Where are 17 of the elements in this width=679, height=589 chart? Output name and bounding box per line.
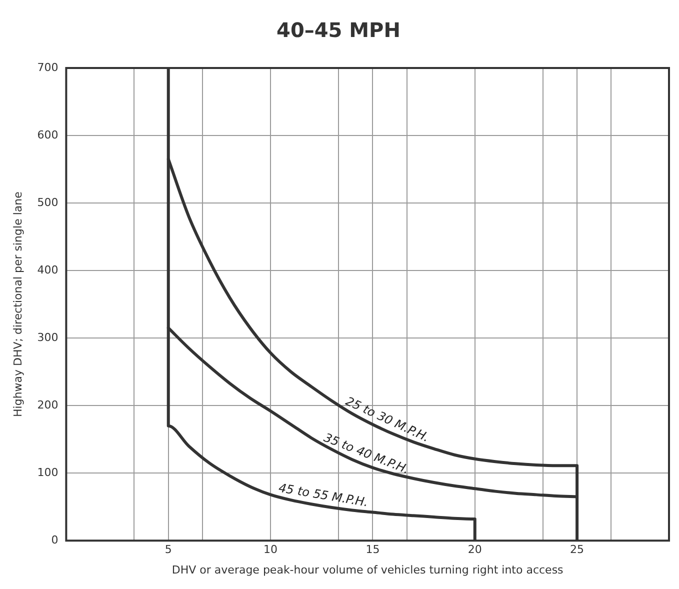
y-tick-label: 600 — [37, 128, 58, 142]
x-axis-title: DHV or average peak-hour volume of vehicles turning right into access — [172, 563, 564, 576]
chart-title: 40–45 MPH — [276, 18, 400, 42]
y-tick-label: 0 — [51, 533, 58, 546]
x-tick-label: 20 — [468, 543, 482, 556]
y-tick-label: 300 — [37, 330, 58, 344]
y-tick-label: 400 — [37, 263, 58, 276]
y-tick-label: 200 — [37, 398, 58, 412]
x-tick-label: 15 — [366, 543, 380, 556]
y-tick-label: 500 — [37, 196, 58, 209]
y-tick-label: 100 — [37, 466, 58, 479]
x-tick-label: 25 — [570, 543, 584, 556]
y-axis-title: Highway DHV; directional per single lane — [11, 191, 24, 417]
y-tick-label: 700 — [37, 60, 58, 74]
text: 45 to 55 M.P.H. — [278, 480, 370, 510]
x-tick-label: 5 — [164, 543, 172, 556]
x-tick-label: 10 — [264, 543, 278, 556]
